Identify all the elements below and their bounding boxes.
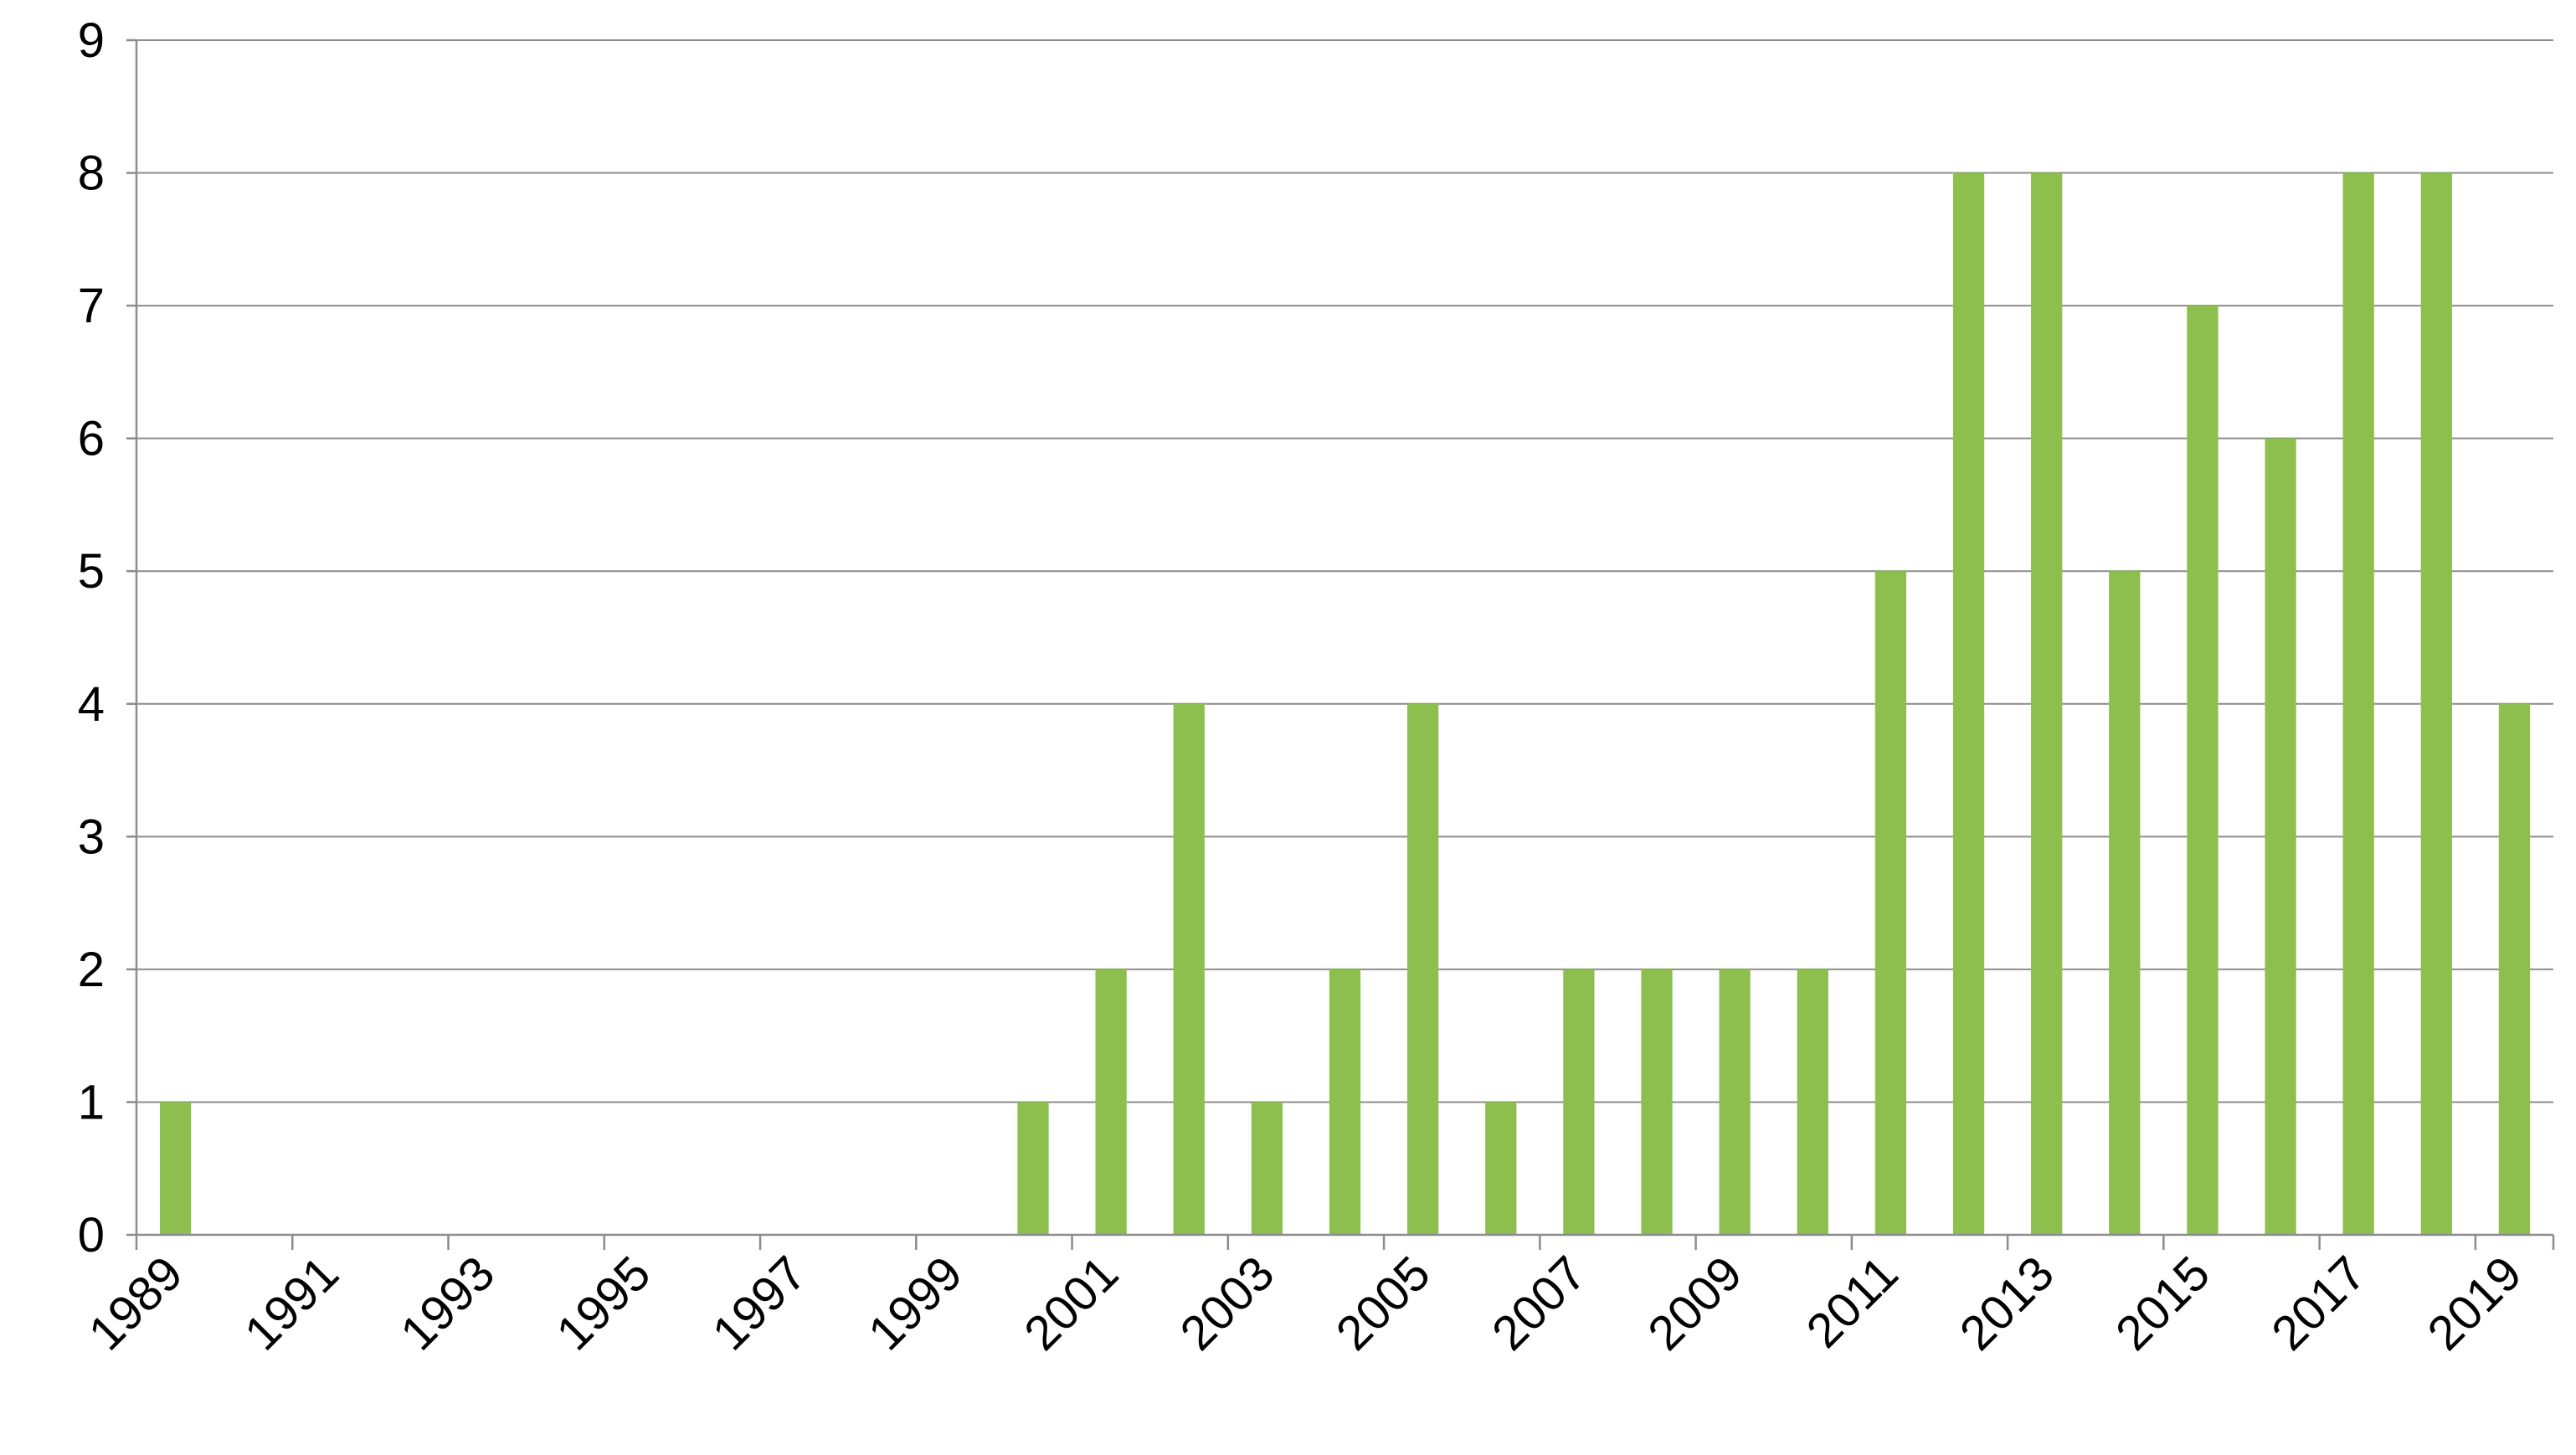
x-tick-label: 1991 <box>234 1246 349 1360</box>
bar-2007 <box>1563 969 1595 1235</box>
x-tick-label: 2019 <box>2417 1246 2532 1360</box>
x-tick-label: 2011 <box>1796 1246 1908 1358</box>
x-tick-label: 2013 <box>1950 1246 2064 1360</box>
bar-2018 <box>2420 172 2452 1236</box>
bar-2003 <box>1251 1102 1283 1235</box>
bar-2012 <box>1952 172 1985 1236</box>
x-tick-label: 1989 <box>79 1246 193 1360</box>
y-tick-label: 1 <box>78 1075 105 1129</box>
bars <box>159 172 2531 1236</box>
x-tick-label: 2009 <box>1638 1246 1752 1360</box>
grid-lines <box>136 39 2553 1103</box>
x-tick-label: 1999 <box>858 1246 973 1360</box>
y-tick-label: 4 <box>78 677 105 732</box>
y-tick-label: 7 <box>78 279 105 333</box>
x-tick-label: 2001 <box>1014 1246 1129 1360</box>
y-tick-label: 3 <box>78 810 105 864</box>
bar-2010 <box>1797 969 1828 1235</box>
x-tick-label: 1995 <box>546 1246 661 1360</box>
y-tick-labels: 0 1 2 3 4 5 6 7 8 9 <box>78 13 105 1262</box>
y-tick-label: 8 <box>78 147 105 201</box>
bar-2019 <box>2498 703 2531 1235</box>
bar-2001 <box>1095 969 1127 1235</box>
y-tick-label: 0 <box>78 1208 105 1262</box>
y-tick-label: 6 <box>78 412 105 466</box>
x-tick-label: 2003 <box>1170 1246 1284 1360</box>
y-tick-label: 5 <box>78 544 105 599</box>
bar-2004 <box>1329 969 1361 1235</box>
bar-1989 <box>159 1102 192 1235</box>
x-tick-label: 1993 <box>390 1246 505 1360</box>
axes <box>126 39 2555 1250</box>
x-tick-label: 2015 <box>2106 1246 2220 1360</box>
bar-2005 <box>1407 703 1439 1235</box>
y-tick-label: 9 <box>78 13 105 68</box>
y-tick-label: 2 <box>78 943 105 997</box>
bar-2017 <box>2342 172 2374 1236</box>
bar-2009 <box>1719 969 1751 1235</box>
bar-2014 <box>2109 571 2141 1235</box>
bar-2011 <box>1874 571 1907 1235</box>
bar-2002 <box>1173 703 1205 1235</box>
x-tick-label: 2005 <box>1326 1246 1441 1360</box>
x-tick-label: 2017 <box>2261 1246 2376 1360</box>
x-tick-label: 2007 <box>1482 1246 1597 1360</box>
bar-2000 <box>1017 1102 1049 1235</box>
x-tick-labels: 1989 1991 1993 1995 1997 1999 2001 2003 2005 2007… <box>79 1246 2532 1360</box>
x-tick-label: 1997 <box>702 1246 817 1360</box>
bar-2013 <box>2031 172 2063 1236</box>
bar-2006 <box>1485 1102 1517 1235</box>
bar-2015 <box>2187 306 2219 1236</box>
bar-2008 <box>1641 969 1673 1235</box>
bar-2016 <box>2265 438 2296 1235</box>
